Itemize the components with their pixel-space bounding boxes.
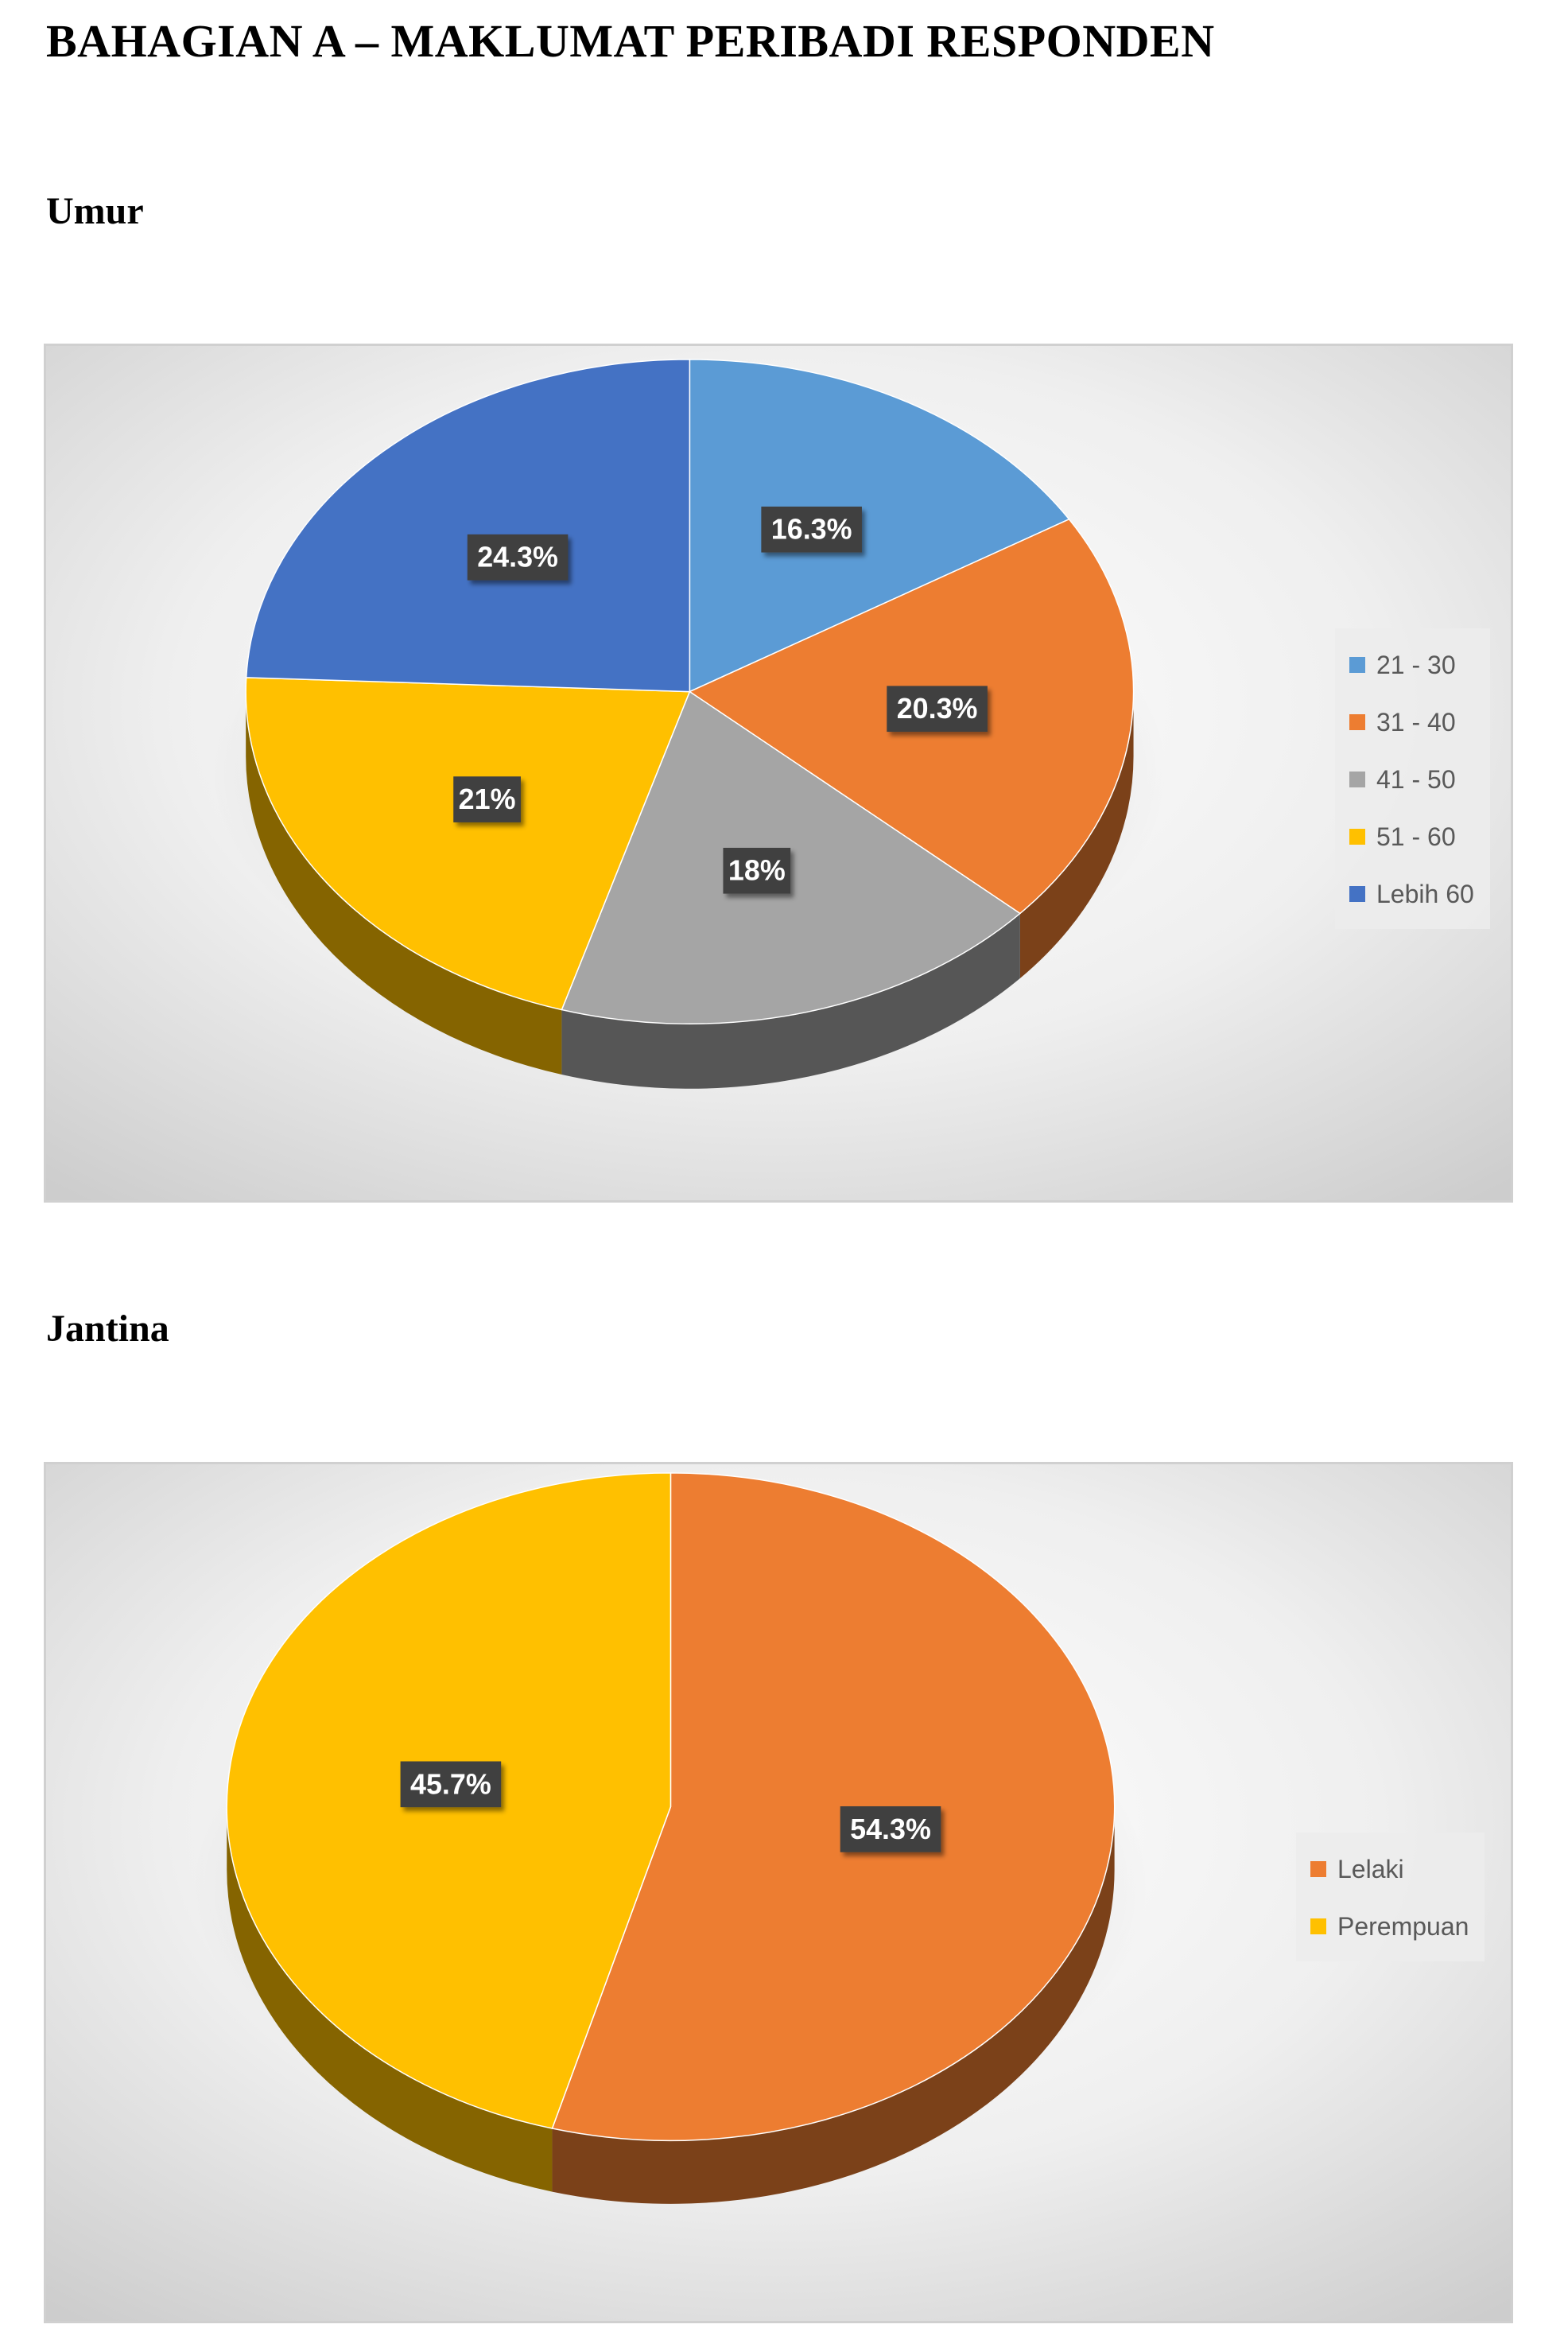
data-label: 18% bbox=[723, 847, 791, 894]
data-label-box bbox=[467, 534, 569, 581]
pie-top bbox=[226, 1472, 1116, 2141]
legend-item: 51 - 60 bbox=[1349, 808, 1474, 865]
chart-umur: 16.3% 20.3% 18% 21% 24.3% 21 - 30 31 - 40 41… bbox=[44, 344, 1513, 1203]
legend-swatch bbox=[1349, 657, 1365, 673]
data-label: 20.3% bbox=[887, 686, 988, 733]
data-label: 45.7% bbox=[400, 1761, 502, 1808]
data-label-text: 20.3% bbox=[897, 693, 978, 725]
legend-item: 31 - 40 bbox=[1349, 694, 1474, 751]
pie-slice-side bbox=[1019, 691, 1134, 979]
pie-chart-umur: 16.3% 20.3% 18% 21% 24.3% bbox=[46, 346, 1511, 1200]
data-label-text: 16.3% bbox=[771, 514, 852, 546]
data-label-text: 24.3% bbox=[477, 542, 558, 573]
data-label-box bbox=[887, 686, 988, 733]
legend-label: Lelaki bbox=[1337, 1854, 1404, 1883]
legend-item: Perempuan bbox=[1310, 1898, 1469, 1955]
data-label-box bbox=[723, 847, 791, 894]
legend-label: 21 - 30 bbox=[1376, 650, 1456, 679]
data-label-text: 54.3% bbox=[850, 1813, 931, 1845]
legend-label: Lebih 60 bbox=[1376, 879, 1474, 908]
pie-slice bbox=[551, 1472, 1116, 2141]
legend-jantina: Lelaki Perempuan bbox=[1296, 1833, 1485, 1961]
data-label-box bbox=[453, 776, 521, 822]
data-label: 16.3% bbox=[761, 506, 862, 553]
legend-label: 51 - 60 bbox=[1376, 822, 1456, 851]
data-label-box bbox=[761, 506, 862, 553]
pie-slice-side bbox=[227, 1806, 553, 2192]
pie-slice bbox=[245, 677, 691, 1011]
pie-slice-side bbox=[552, 1806, 1115, 2204]
legend-swatch bbox=[1349, 829, 1365, 845]
data-label-text: 18% bbox=[728, 855, 786, 887]
pie-top bbox=[245, 359, 1135, 1024]
legend-swatch bbox=[1349, 714, 1365, 730]
legend-label: Perempuan bbox=[1337, 1911, 1469, 1941]
legend-swatch bbox=[1349, 772, 1365, 787]
pie-slice bbox=[689, 359, 1070, 693]
legend-item: 41 - 50 bbox=[1349, 751, 1474, 808]
data-label: 21% bbox=[453, 776, 521, 822]
legend-item: 21 - 30 bbox=[1349, 636, 1474, 694]
data-label: 54.3% bbox=[840, 1806, 941, 1852]
legend-swatch bbox=[1310, 1861, 1326, 1877]
pie-side-walls bbox=[227, 1806, 1115, 2204]
page-title: BAHAGIAN A – MAKLUMAT PERIBADI RESPONDEN bbox=[46, 15, 1215, 67]
data-label-text: 21% bbox=[459, 783, 516, 815]
data-label: 24.3% bbox=[467, 534, 569, 581]
legend-umur: 21 - 30 31 - 40 41 - 50 51 - 60 Lebih 60 bbox=[1335, 628, 1490, 929]
section-heading-umur: Umur bbox=[46, 190, 144, 232]
pie-slice-side bbox=[561, 913, 1020, 1089]
data-label-box bbox=[840, 1806, 941, 1852]
legend-label: 41 - 50 bbox=[1376, 764, 1456, 794]
pie-slice bbox=[561, 690, 1022, 1024]
chart-jantina: 54.3% 45.7% Lelaki Perempuan bbox=[44, 1462, 1513, 2323]
legend-item: Lebih 60 bbox=[1349, 865, 1474, 923]
pie-slice-side bbox=[246, 691, 562, 1075]
section-heading-jantina: Jantina bbox=[46, 1308, 169, 1350]
legend-swatch bbox=[1349, 886, 1365, 902]
legend-item: Lelaki bbox=[1310, 1840, 1469, 1898]
pie-slice bbox=[245, 359, 691, 693]
pie-side-walls bbox=[246, 691, 1134, 1089]
data-label-box bbox=[400, 1761, 502, 1808]
legend-label: 31 - 40 bbox=[1376, 707, 1456, 737]
data-label-text: 45.7% bbox=[410, 1768, 491, 1800]
pie-chart-jantina: 54.3% 45.7% bbox=[46, 1464, 1511, 2321]
legend-swatch bbox=[1310, 1918, 1326, 1934]
